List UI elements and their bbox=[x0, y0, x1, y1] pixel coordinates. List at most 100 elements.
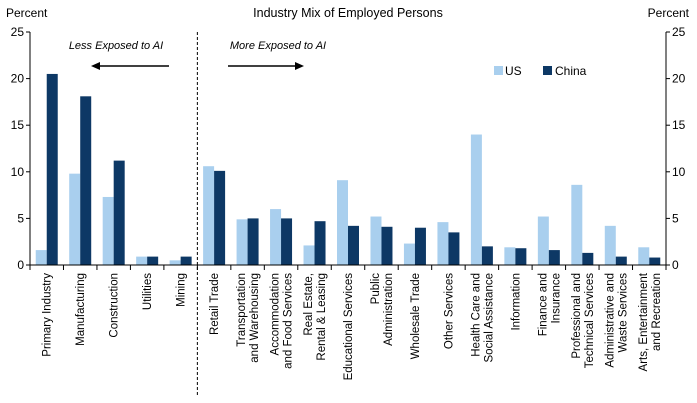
annotation-less-exposed: Less Exposed to AI bbox=[69, 40, 169, 70]
bar-china-14 bbox=[515, 248, 527, 265]
x-tick-label: Real Estate,Rental & Leasing bbox=[303, 273, 328, 361]
annotation-more-exposed: More Exposed to AI bbox=[228, 40, 326, 70]
x-tick-label: Finance andInsurance bbox=[537, 273, 562, 336]
x-tick-label-line: Finance and bbox=[537, 273, 549, 336]
x-tick-label-line: Arts, Entertainment bbox=[638, 272, 650, 371]
y-tick-label-left: 20 bbox=[11, 72, 25, 86]
bar-china-0 bbox=[46, 73, 58, 265]
y-axis-right: 0 5 10 15 20 25 bbox=[666, 25, 686, 272]
x-tick-label-line: Real Estate, bbox=[303, 273, 315, 336]
x-tick-label-line: and Recreation bbox=[651, 273, 663, 351]
bar-china-16 bbox=[582, 252, 594, 265]
bar-us-0 bbox=[35, 250, 47, 265]
x-tick-label-line: and Warehousing bbox=[249, 273, 261, 363]
bar-us-17 bbox=[604, 225, 616, 265]
y-tick-label-left: 10 bbox=[11, 165, 25, 179]
bar-china-7 bbox=[281, 218, 293, 265]
x-tick-label: Transportationand Warehousing bbox=[236, 273, 261, 363]
x-tick-label: Primary Industry bbox=[42, 273, 54, 357]
bar-us-15 bbox=[537, 216, 549, 265]
x-tick-label-line: Information bbox=[510, 273, 522, 331]
y-axis-left: 0 5 10 15 20 25 bbox=[11, 25, 30, 272]
y-tick-label-left: 5 bbox=[17, 211, 24, 225]
bar-china-10 bbox=[381, 226, 393, 265]
legend-label-china: China bbox=[555, 64, 587, 78]
x-tick-label-line: Wholesale Trade bbox=[410, 273, 422, 359]
bar-us-7 bbox=[270, 209, 282, 265]
bar-us-13 bbox=[470, 134, 482, 265]
bar-us-5 bbox=[203, 166, 215, 265]
bar-us-1 bbox=[69, 173, 81, 265]
x-axis-labels: Primary Industry Manufacturing Constructio… bbox=[42, 272, 663, 380]
arrow-right-head-icon bbox=[295, 62, 304, 70]
x-tick-label-line: and Food Services bbox=[283, 273, 295, 369]
bar-us-4 bbox=[169, 260, 181, 265]
y-tick-label-left: 15 bbox=[11, 118, 25, 132]
x-tick-label-line: Health Care and bbox=[470, 273, 482, 357]
bar-us-11 bbox=[403, 243, 415, 265]
x-tick-label-line: Construction bbox=[109, 273, 121, 338]
x-tick-label: Manufacturing bbox=[75, 273, 87, 346]
x-tick-label-line: Waste Services bbox=[617, 273, 629, 353]
x-tick-label: Educational Services bbox=[343, 273, 355, 381]
bar-china-8 bbox=[314, 221, 326, 265]
x-tick-label-line: Social Assistance bbox=[483, 273, 495, 363]
x-tick-label: Mining bbox=[176, 273, 188, 307]
bar-us-3 bbox=[136, 256, 148, 265]
bar-us-2 bbox=[102, 196, 114, 265]
bar-china-18 bbox=[649, 257, 661, 265]
y-tick-label-right: 10 bbox=[672, 165, 686, 179]
bar-china-1 bbox=[80, 96, 92, 265]
bar-china-13 bbox=[481, 246, 493, 265]
x-tick-label-line: Retail Trade bbox=[209, 273, 221, 335]
legend-swatch-china bbox=[543, 66, 552, 75]
x-tick-label: Information bbox=[510, 273, 522, 331]
bar-china-2 bbox=[113, 160, 125, 265]
x-tick-label-line: Professional and bbox=[571, 273, 583, 359]
x-tick-label: PublicAdministration bbox=[370, 273, 395, 346]
x-tick-label: Accommodationand Food Services bbox=[270, 273, 295, 369]
x-tick-label-line: Primary Industry bbox=[42, 273, 54, 357]
x-tick-label-line: Other Services bbox=[443, 273, 455, 349]
arrow-left-head-icon bbox=[91, 62, 100, 70]
x-tick-label: Administrative andWaste Services bbox=[604, 273, 629, 368]
bar-us-10 bbox=[370, 216, 382, 265]
y-tick-label-left: 0 bbox=[17, 258, 24, 272]
x-tick-label: Wholesale Trade bbox=[410, 273, 422, 359]
x-tick-label: Construction bbox=[109, 273, 121, 338]
x-tick-label-line: Administration bbox=[383, 273, 395, 346]
y-tick-label-right: 0 bbox=[672, 258, 679, 272]
bar-china-4 bbox=[180, 256, 192, 265]
legend: US China bbox=[494, 64, 587, 78]
y-axis-label-right: Percent bbox=[648, 6, 690, 20]
x-tick-label-line: Utilities bbox=[142, 273, 154, 310]
x-tick-label: Professional andTechnical Services bbox=[571, 273, 596, 368]
y-tick-label-right: 15 bbox=[672, 118, 686, 132]
legend-label-us: US bbox=[505, 64, 522, 78]
bar-us-12 bbox=[437, 222, 449, 265]
x-tick-label: Retail Trade bbox=[209, 273, 221, 335]
bar-us-8 bbox=[303, 245, 315, 265]
annotation-less-exposed-text: Less Exposed to AI bbox=[69, 40, 163, 52]
chart-title: Industry Mix of Employed Persons bbox=[253, 6, 443, 20]
bar-us-6 bbox=[236, 219, 248, 265]
y-tick-label-right: 25 bbox=[672, 25, 686, 39]
bar-us-16 bbox=[571, 184, 583, 265]
bar-china-9 bbox=[348, 225, 359, 265]
bar-china-6 bbox=[247, 218, 259, 265]
y-tick-label-right: 5 bbox=[672, 211, 679, 225]
bar-us-18 bbox=[638, 247, 650, 265]
x-tick-label-line: Educational Services bbox=[343, 273, 355, 381]
x-tick-label-line: Technical Services bbox=[584, 273, 596, 368]
x-tick-label-line: Administrative and bbox=[604, 273, 616, 368]
y-axis-label-left: Percent bbox=[6, 6, 48, 20]
bars bbox=[35, 73, 661, 265]
x-tick-label: Other Services bbox=[443, 273, 455, 349]
bar-china-5 bbox=[214, 170, 226, 265]
axes bbox=[29, 32, 667, 396]
x-tick-label-line: Transportation bbox=[236, 273, 248, 347]
bar-china-11 bbox=[414, 227, 426, 265]
x-tick-label: Arts, Entertainmentand Recreation bbox=[638, 272, 663, 371]
x-tick-label-line: Manufacturing bbox=[75, 273, 87, 346]
